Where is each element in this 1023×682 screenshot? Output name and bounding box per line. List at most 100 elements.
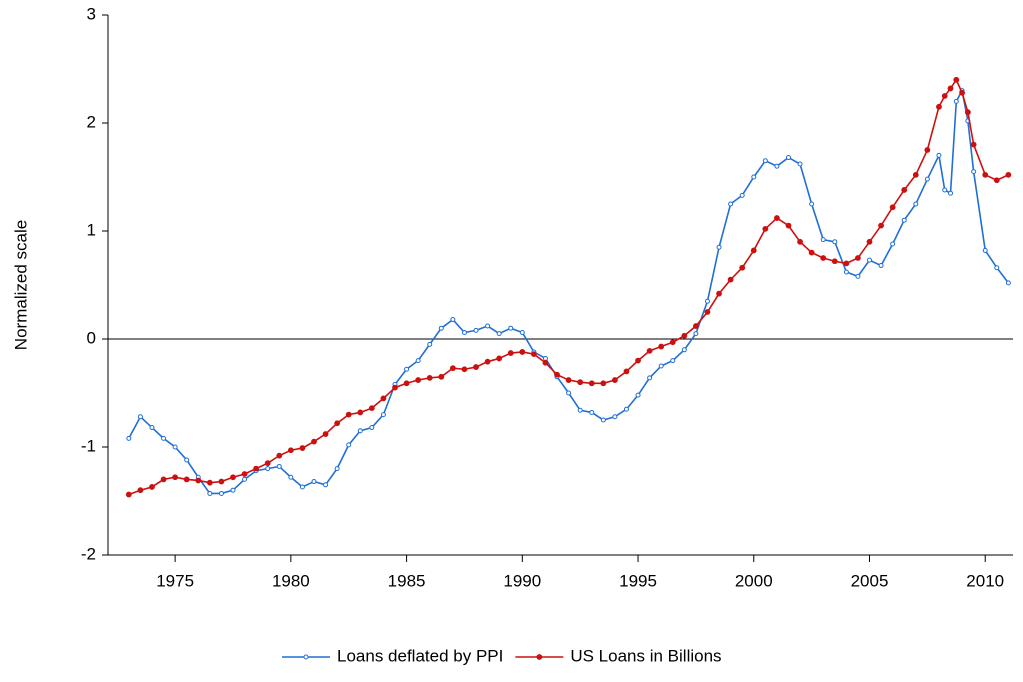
point [681, 332, 688, 339]
point [473, 364, 479, 370]
point [600, 417, 606, 423]
point [368, 405, 375, 412]
point [669, 339, 676, 346]
point [184, 457, 190, 463]
point [658, 363, 664, 369]
point [276, 463, 282, 469]
point [716, 290, 722, 297]
point [160, 476, 167, 483]
point [953, 76, 960, 83]
point [137, 487, 144, 494]
point [964, 109, 971, 116]
point [948, 190, 954, 196]
point [751, 174, 757, 180]
point [299, 445, 306, 451]
legend-marker [303, 654, 309, 660]
point [485, 323, 491, 329]
point [346, 442, 352, 448]
point [299, 484, 305, 490]
point [206, 479, 213, 486]
point [357, 428, 363, 434]
point [878, 263, 884, 269]
point [623, 368, 630, 375]
point [195, 477, 202, 484]
y-axis-label: Normalized scale [11, 220, 30, 350]
point [264, 460, 271, 467]
point [901, 217, 907, 223]
point [380, 395, 387, 402]
point [774, 163, 780, 169]
point [566, 390, 572, 396]
point [739, 264, 746, 271]
point [600, 380, 607, 387]
point [635, 357, 641, 364]
point [172, 444, 178, 450]
point [889, 204, 896, 211]
point [242, 476, 248, 482]
point [415, 377, 422, 383]
point [739, 192, 745, 198]
point [843, 260, 850, 267]
point [542, 355, 548, 361]
point [126, 435, 132, 441]
point [415, 358, 421, 364]
point [647, 375, 653, 381]
y-tick-label: 0 [87, 328, 96, 347]
point [404, 366, 410, 372]
point [704, 298, 710, 304]
point [438, 325, 444, 331]
point [832, 239, 838, 245]
legend-label: Loans deflated by PPI [337, 646, 503, 665]
point [172, 474, 179, 481]
point [855, 273, 861, 279]
point [808, 249, 815, 256]
legend-marker [536, 654, 543, 660]
point [323, 482, 329, 488]
point [265, 466, 271, 472]
point [942, 187, 948, 193]
point [912, 171, 919, 178]
point [866, 257, 872, 263]
point [890, 241, 896, 247]
x-tick-label: 1980 [272, 571, 310, 590]
point [218, 478, 225, 485]
point [461, 330, 467, 336]
series-line [128, 88, 1010, 495]
point [774, 215, 780, 221]
point [941, 93, 948, 99]
point [670, 358, 676, 364]
point [496, 331, 502, 337]
x-tick-label: 1975 [156, 571, 194, 590]
point [936, 152, 942, 158]
point [287, 447, 294, 454]
point [334, 420, 341, 427]
point [311, 438, 317, 445]
point [1005, 280, 1011, 286]
point [449, 365, 456, 372]
point [137, 414, 143, 420]
point [797, 238, 803, 245]
point [125, 491, 132, 498]
point [519, 349, 526, 355]
point [953, 98, 959, 104]
point [461, 366, 468, 373]
point [161, 435, 167, 441]
point [681, 347, 687, 353]
point [554, 371, 560, 378]
point [577, 379, 584, 386]
point [820, 255, 827, 261]
point [866, 238, 873, 245]
point [230, 487, 236, 493]
point [809, 201, 815, 207]
point [797, 161, 803, 167]
x-tick-label: 2000 [735, 571, 773, 590]
point [785, 222, 792, 229]
point [843, 269, 849, 275]
point [403, 380, 410, 387]
point [936, 103, 942, 110]
point [913, 201, 919, 207]
point [345, 411, 352, 418]
point [577, 407, 583, 413]
point [427, 341, 433, 347]
